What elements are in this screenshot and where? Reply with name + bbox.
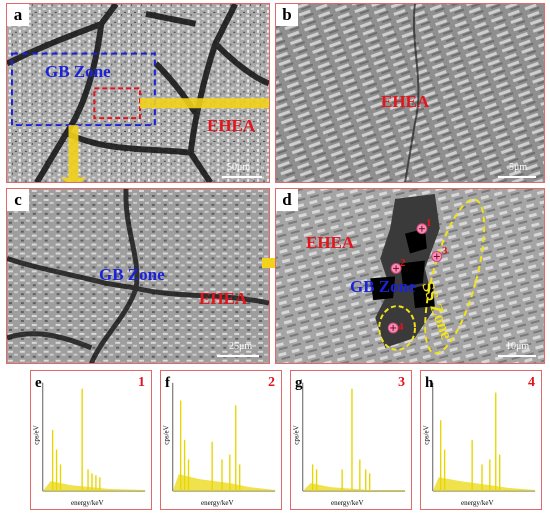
point-label-3: 3 [442, 245, 448, 257]
spectrum-ylabel-h: cps/eV [422, 425, 431, 445]
panel-label-c: c [7, 189, 29, 211]
eds-spectrum-e: e 1 cps/eV energy/keV [30, 370, 152, 510]
spectrum-plot-g [302, 382, 406, 492]
scale-bar-b [498, 176, 536, 178]
eds-spectrum-f: f 2 cps/eV energy/keV [160, 370, 282, 510]
spectrum-ylabel-f: cps/eV [162, 425, 171, 445]
spectrum-label-e: e [35, 375, 42, 391]
eds-spectrum-g: g 3 cps/eV energy/keV [290, 370, 412, 510]
spectrum-plot-h [432, 382, 536, 492]
spectrum-number-h: 4 [528, 375, 535, 390]
point-label-4: 4 [398, 321, 404, 333]
eds-spectrum-h: h 4 cps/eV energy/keV [420, 370, 542, 510]
spectrum-number-f: 2 [268, 375, 275, 390]
spectrum-xlabel-h: energy/keV [461, 499, 494, 507]
spectrum-xlabel-e: energy/keV [71, 499, 104, 507]
spectrum-label-g: g [295, 375, 303, 391]
ehea-label-a: EHEA [207, 116, 256, 135]
spectrum-number-e: 1 [138, 375, 145, 390]
gb-zone-label-d: GB Zone [350, 277, 416, 296]
ehea-label-b: EHEA [381, 92, 430, 111]
sem-image-a [7, 4, 269, 182]
spectrum-plot-e [42, 382, 146, 492]
ehea-label-c: EHEA [199, 289, 248, 308]
ehea-label-d: EHEA [306, 233, 355, 252]
scale-text-d: 10μm [506, 341, 530, 352]
spectrum-ylabel-e: cps/eV [32, 425, 41, 445]
scale-text-a: 50μm [227, 162, 251, 173]
spectrum-number-g: 3 [398, 375, 405, 390]
panel-label-a: a [7, 4, 29, 26]
scale-bar-d [498, 355, 536, 357]
scale-text-b: 5μm [509, 162, 528, 173]
gb-zone-label-c: GB Zone [99, 265, 165, 284]
sem-panel-b: b EHEA 5μm [275, 3, 545, 183]
scale-text-c: 25μm [229, 341, 253, 352]
gb-zone-label-a: GB Zone [45, 62, 111, 81]
scale-bar-a [222, 176, 262, 178]
spectrum-xlabel-g: energy/keV [331, 499, 364, 507]
sem-panel-c: c GB Zone EHEA 25μm [6, 188, 270, 364]
scale-bar-c [217, 355, 259, 357]
sem-panel-d: d EHEA GB Zone SS Zone 1 2 3 4 10μm [275, 188, 545, 364]
panel-label-b: b [276, 4, 298, 26]
sem-image-c [7, 189, 269, 363]
panel-label-d: d [276, 189, 298, 211]
spectrum-label-f: f [165, 375, 170, 391]
spectrum-ylabel-g: cps/eV [292, 425, 301, 445]
point-label-1: 1 [426, 217, 432, 229]
spectrum-plot-f [172, 382, 276, 492]
spectrum-xlabel-f: energy/keV [201, 499, 234, 507]
spectrum-label-h: h [425, 375, 434, 391]
sem-image-b [276, 4, 544, 182]
point-label-2: 2 [400, 257, 406, 269]
sem-image-d [276, 189, 544, 363]
sem-panel-a: a GB Zone EHEA 50μm [6, 3, 270, 183]
